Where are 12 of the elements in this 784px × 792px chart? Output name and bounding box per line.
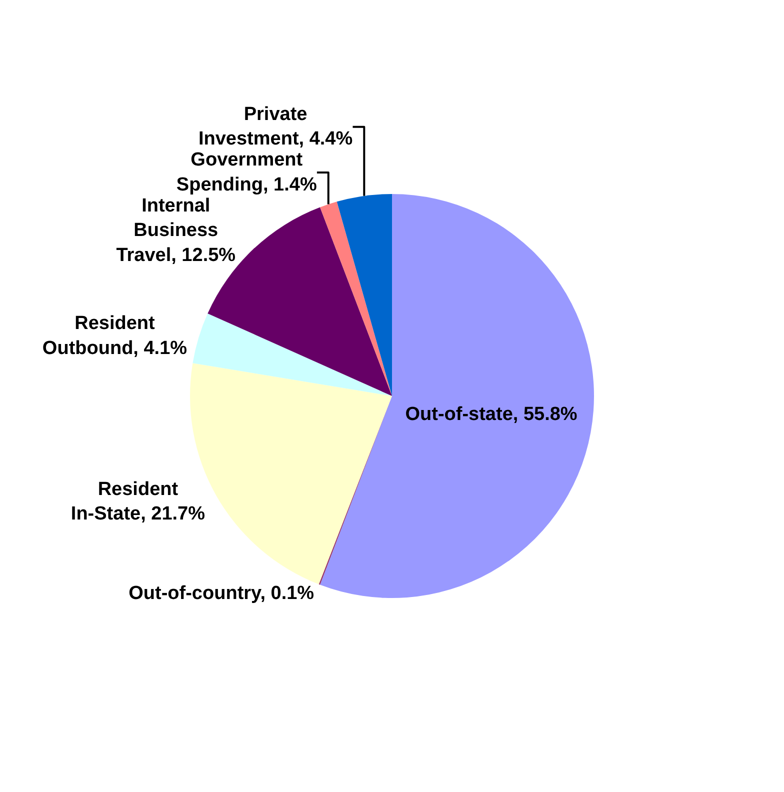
slice-label: Out-of-country, 0.1% (128, 583, 314, 604)
slice-label: Internal Business Travel, 12.5% (116, 195, 236, 266)
pie-slice (318, 396, 392, 585)
slice-label: Private Investment, 4.4% (198, 104, 353, 150)
pie-slice (320, 194, 594, 598)
slice-label: Resident In-State, 21.7% (70, 478, 206, 525)
slice-label: Government Spending, 1.4% (176, 150, 317, 196)
slice-label: Resident Outbound, 4.1% (42, 313, 188, 359)
slice-label: Out-of-state, 55.8% (405, 404, 578, 425)
pie-slice (336, 194, 392, 396)
pie-slice (192, 313, 392, 396)
pie-slice (320, 202, 392, 396)
